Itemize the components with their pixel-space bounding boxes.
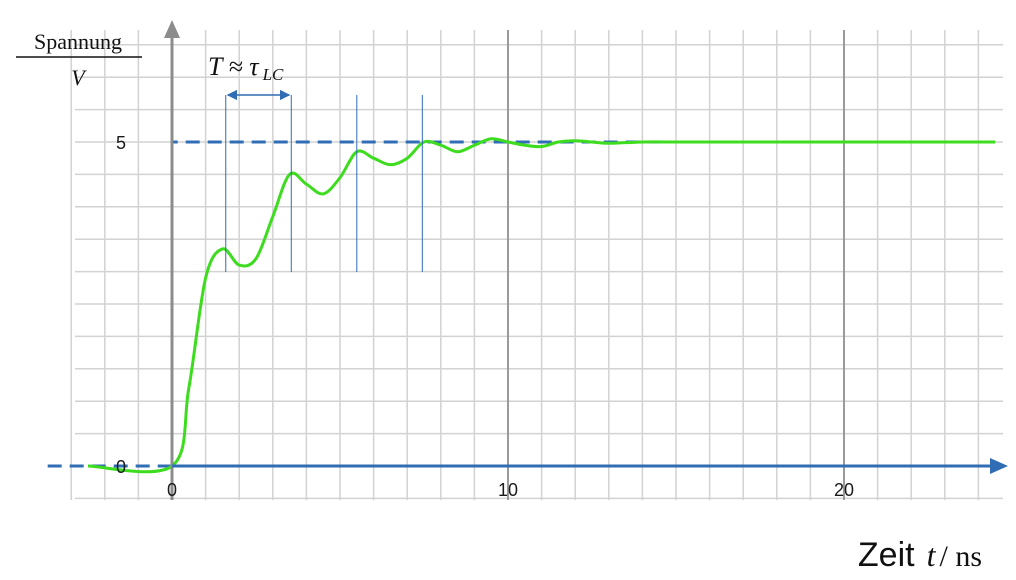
x-axis-label-word: Zeit — [858, 536, 915, 574]
x-tick-label: 20 — [834, 480, 854, 500]
minor-grid — [70, 30, 1003, 500]
tick-labels: 0 10 20 0 5 — [116, 133, 854, 500]
y-axis-label: Spannung V — [16, 29, 142, 90]
x-tick-label: 10 — [498, 480, 518, 500]
x-axis-label-separator: / — [939, 540, 955, 573]
period-annotation-subscript: LC — [262, 65, 284, 84]
y-axis-arrowhead — [164, 20, 180, 38]
x-axis-label: Zeit t / ns — [858, 536, 982, 574]
period-annotation-text: T ≈ τ — [208, 52, 260, 81]
y-tick-label: 0 — [116, 457, 126, 477]
x-axis-label-unit: ns — [955, 540, 982, 573]
x-axis-arrowhead — [990, 458, 1008, 474]
x-tick-label: 0 — [167, 480, 177, 500]
period-annotation — [225, 89, 423, 272]
period-annotation-label: T ≈ τ LC — [208, 52, 284, 84]
series-layer — [47, 137, 996, 474]
y-axis-label-denominator: V — [71, 65, 87, 90]
y-axis-label-numerator: Spannung — [34, 29, 122, 54]
measured-voltage-line — [87, 137, 996, 474]
y-tick-label: 5 — [116, 133, 126, 153]
major-grid — [507, 30, 845, 500]
axes — [164, 20, 1008, 500]
x-axis-label-variable: t — [927, 537, 937, 573]
